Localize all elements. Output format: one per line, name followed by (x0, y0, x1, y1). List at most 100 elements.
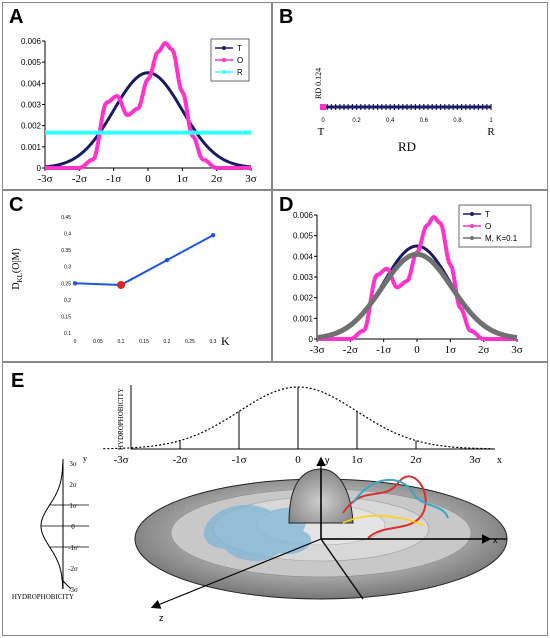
end-label-t: T (318, 126, 325, 138)
x-tick-label: 3σ (511, 344, 523, 356)
axis-z-3d (150, 538, 322, 609)
top-x-tick-label: -3σ (113, 454, 128, 466)
x-tick-label: 2σ (478, 344, 490, 356)
series-line-T (316, 244, 518, 340)
data-point (210, 233, 216, 238)
chart-d: 0 0.001 0.002 0.003 0.004 0.005 0.006 -3σ -2σ -1σ… (293, 204, 532, 356)
rd-marker (320, 104, 326, 110)
legend-marker (470, 212, 474, 216)
y-tick-label: 0.003 (21, 101, 42, 110)
y-tick-label: 0.005 (21, 58, 42, 67)
legend-marker (470, 224, 474, 228)
x-tick-label: 0.2 (352, 118, 361, 124)
data-point (72, 281, 78, 286)
top-x-tick-label: -1σ (231, 454, 246, 466)
left-tick-label: 2σ (69, 481, 77, 489)
x-tick-label: 0 (321, 118, 325, 124)
y-tick-label: 0.001 (21, 143, 42, 152)
y-tick-label: 0 (37, 164, 42, 173)
panel-e: E HYDROPHOBICITY -3σ -2σ -1σ 0 1σ 2σ 3σ x 3σ 2σ 1σ 0… (2, 362, 548, 636)
left-axis-name: y (83, 454, 87, 463)
y-tick-label: 0.004 (21, 79, 42, 88)
diagram-e: HYDROPHOBICITY -3σ -2σ -1σ 0 1σ 2σ 3σ x 3σ 2σ 1σ 0 -1… (12, 385, 508, 623)
x-tick-label: 0.8 (453, 118, 462, 124)
y-tick-label: 0.006 (293, 211, 314, 220)
end-label-r: R (487, 126, 495, 138)
x-axis-title: K (221, 334, 230, 348)
legend-marker (222, 46, 226, 50)
top-x-tick-label: -2σ (172, 454, 187, 466)
x-tick-label: 1σ (177, 173, 189, 185)
x-tick-label: 0.1 (118, 339, 125, 345)
chart-b: 0 0.2 0.4 0.6 0.8 1 RD 0.124 T R RD (314, 68, 495, 154)
left-tick-label: -3σ (68, 586, 78, 594)
y-label-tail: (O|M) (11, 248, 22, 273)
protein-ribbon-red (342, 475, 427, 539)
panel-b: B 0 0.2 0.4 0.6 0.8 1 RD 0.124 T R RD (272, 2, 548, 190)
top-x-tick-label: 0 (295, 454, 301, 466)
y-tick-label: 0.002 (293, 294, 314, 303)
y-tick-label: 0.002 (21, 122, 42, 131)
y-tick-label: 0.15 (61, 314, 71, 320)
y-tick-label: 0.4 (64, 232, 71, 238)
panel-c-label: C (9, 194, 24, 216)
panel-a: A 0 0.001 0.002 0.003 0.004 0.005 0.006 -3σ -2σ -… (2, 2, 272, 190)
rd-value-label: RD 0.124 (314, 68, 323, 99)
legend-label: R (237, 68, 243, 77)
top-x-tick-label: 2σ (410, 454, 422, 466)
protein-ribbon-cyan (352, 479, 449, 519)
top-y-title: HYDROPHOBICITY (117, 388, 125, 450)
top-x-tick-label: 1σ (351, 454, 363, 466)
x-tick-label: 0.25 (185, 339, 195, 345)
x-tick-label: 1σ (445, 344, 457, 356)
axis-y-3d-label: y (325, 455, 330, 465)
panel-b-label: B (279, 6, 294, 28)
x-tick-label: -1σ (376, 344, 391, 356)
left-tick-label: -1σ (68, 544, 78, 552)
panel-d-label: D (279, 194, 294, 216)
y-tick-label: 0.006 (21, 37, 42, 46)
y-label-sub: KL (16, 273, 24, 282)
x-tick-label: -2σ (72, 173, 87, 185)
panel-c: C 0.1 0.15 0.2 0.25 0.3 0.35 0.4 0.45 0 0.05 0.1 0.… (2, 190, 272, 362)
highlight-point (117, 280, 125, 289)
x-tick-label: 0.15 (139, 339, 149, 345)
legend-marker (470, 236, 474, 240)
x-tick-label: -2σ (343, 344, 358, 356)
y-tick-label: 0.005 (293, 232, 314, 241)
y-tick-label: 0.003 (293, 273, 314, 282)
x-tick-label: 0.3 (210, 339, 217, 345)
x-tick-label: -3σ (37, 173, 52, 185)
x-tick-label: 0 (145, 173, 151, 185)
x-tick-label: 0 (74, 339, 77, 345)
x-tick-label: -3σ (309, 344, 324, 356)
legend-marker (222, 70, 226, 74)
series-line-k (74, 234, 214, 286)
legend-label: O (485, 222, 491, 231)
legend: TO M, K=0.1 (458, 204, 532, 248)
axis-x-3d-label: x (493, 535, 498, 545)
chart-a: 0 0.001 0.002 0.003 0.004 0.005 0.006 -3σ -2σ -1σ… (21, 37, 257, 185)
protein-surface (203, 505, 312, 562)
y-axis-title: DKL(O|M) (11, 248, 24, 289)
y-tick-label: 0.3 (64, 265, 71, 271)
y-tick-label: 0.004 (293, 252, 314, 261)
y-label-main: D (11, 282, 22, 289)
protein-strand-yellow (342, 515, 424, 526)
left-tick-label: 3σ (69, 460, 77, 468)
x-tick-label: 0 (414, 344, 420, 356)
panel-e-label: E (11, 370, 25, 392)
top-x-tick-label: 3σ (469, 454, 481, 466)
top-x-axis-name: x (497, 455, 502, 466)
legend: TOR (210, 38, 250, 82)
left-tick-label: 0 (71, 523, 75, 531)
panel-d: D 0 0.001 0.002 0.003 0.004 0.005 0.006 -3σ -2σ -… (272, 190, 548, 362)
x-tick-label: 0.4 (386, 118, 395, 124)
y-tick-label: 0.45 (61, 215, 71, 221)
y-tick-label: 0 (309, 335, 314, 344)
left-base (62, 580, 72, 590)
x-axis-title: RD (398, 139, 416, 154)
legend-label: T (485, 210, 490, 219)
left-tick-label: 1σ (69, 502, 77, 510)
